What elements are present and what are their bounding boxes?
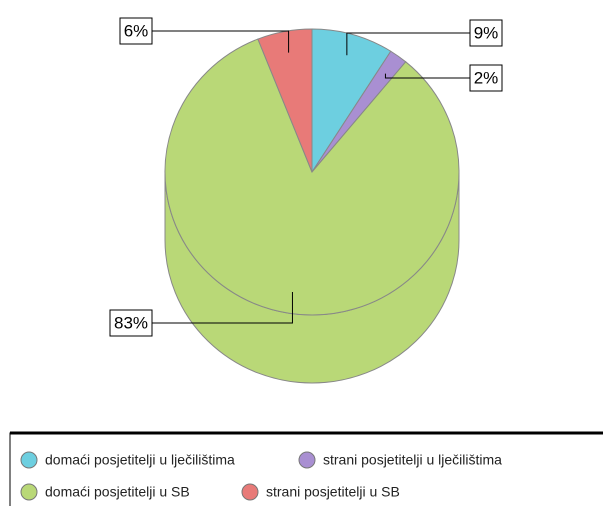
legend-label: domaći posjetitelji u lječilištima <box>45 452 235 468</box>
pie-slice <box>257 28 313 173</box>
pie-slice <box>311 28 392 174</box>
legend-label: strani posjetitelji u lječilištima <box>323 452 502 468</box>
leader-line <box>152 30 290 53</box>
legend: domaći posjetitelji u lječilištima strani… <box>20 451 502 501</box>
legend-marker <box>241 483 259 501</box>
label-box <box>469 19 503 47</box>
pie-slice <box>164 38 460 316</box>
pie <box>164 28 460 384</box>
legend-label: strani posjetitelji u SB <box>266 484 400 500</box>
data-label: 9% <box>474 23 499 42</box>
label-box <box>109 309 153 337</box>
legend-marker <box>20 451 38 469</box>
data-label: 2% <box>474 68 499 87</box>
data-label: 6% <box>124 21 149 40</box>
data-label: 83% <box>114 313 148 332</box>
leader-line <box>384 73 470 79</box>
label-box <box>119 17 153 45</box>
legend-box <box>9 432 603 506</box>
legend-label: domaći posjetitelji u SB <box>45 484 190 500</box>
leader-line <box>346 32 470 56</box>
label-box <box>469 64 503 92</box>
legend-marker <box>20 483 38 501</box>
labels: 9% 2% 83% 6% <box>109 17 503 337</box>
leader-line <box>152 292 293 324</box>
legend-marker <box>298 451 316 469</box>
